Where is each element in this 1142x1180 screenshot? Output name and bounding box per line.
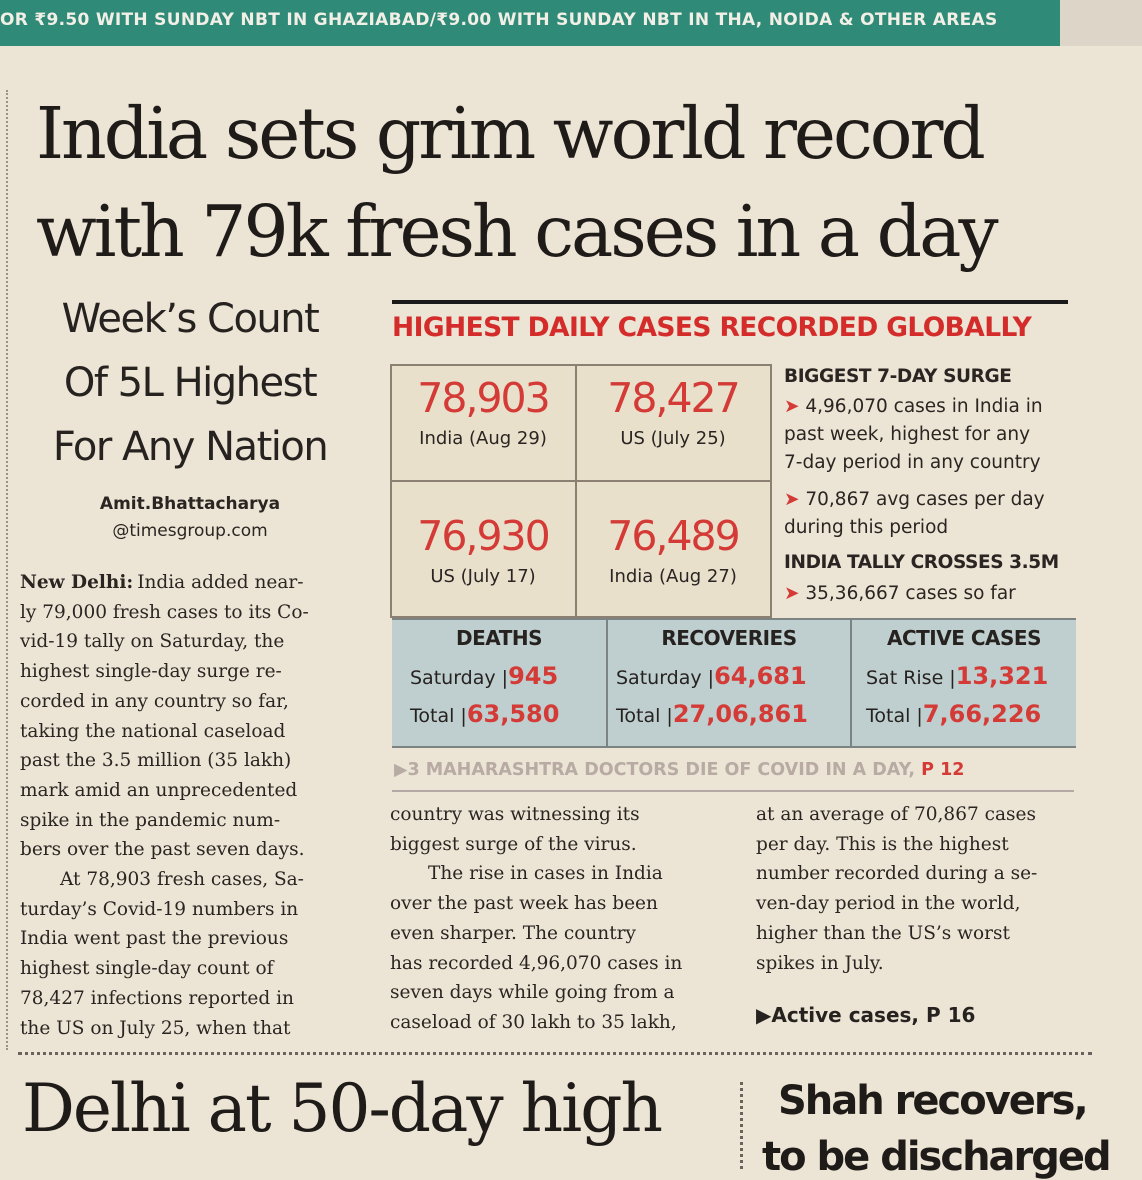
price-strip-text: OR ₹9.50 WITH SUNDAY NBT IN GHAZIABAD/₹9…: [0, 10, 998, 30]
stat-row: Total |63,580: [410, 700, 560, 728]
article-line: India added near-: [137, 572, 304, 593]
article-line: past the 3.5 million (35 lakh): [20, 750, 292, 772]
article-line: over the past week has been: [390, 893, 658, 915]
sidebar-bullet-2: ➤ 70,867 avg cases per day during this p…: [784, 489, 1045, 538]
article-line: seven days while going from a: [390, 982, 675, 1004]
record-value: 76,489: [607, 512, 740, 560]
article-line: spikes in July.: [756, 952, 884, 974]
box-bottom-rule: [392, 790, 1074, 792]
article-line: The rise in cases in India: [428, 863, 663, 885]
dotted-separator: [18, 1052, 1092, 1055]
stat-row: Sat Rise |13,321: [866, 662, 1049, 690]
arrow-icon: ➤: [784, 583, 806, 604]
dotted-column-rule: [740, 1082, 743, 1169]
next-headline-right-1: Shah recovers,: [778, 1078, 1089, 1124]
record-value: 76,930: [417, 512, 550, 560]
article-paragraph: New Delhi: India added near-ly 79,000 fre…: [20, 568, 354, 865]
article-line: biggest surge of the virus.: [390, 833, 637, 855]
byline-name: Amit.Bhattacharya: [99, 494, 281, 514]
article-line: country was witnessing its: [390, 804, 640, 825]
stats-band: [392, 618, 1076, 748]
jump-link-active-cases[interactable]: ▶Active cases, P 16: [756, 1003, 976, 1027]
sidebar-heading-tally: INDIA TALLY CROSSES 3.5M: [784, 552, 1059, 573]
headline-line-2: with 79k fresh cases in a day: [36, 190, 999, 273]
stat-heading-deaths: DEATHS: [456, 626, 542, 650]
article-line: vid-19 tally on Saturday, the: [20, 631, 285, 653]
grid-divider-h: [390, 480, 772, 482]
box-top-rule: [392, 300, 1068, 304]
article-line: turday’s Covid-19 numbers in: [20, 898, 299, 920]
record-label: India (Aug 27): [609, 566, 737, 587]
next-headline-left: Delhi at 50-day high: [22, 1070, 663, 1147]
sidebar-bullet-3: ➤ 35,36,667 cases so far: [784, 583, 1016, 604]
records-grid: [390, 364, 772, 618]
article-line: corded in any country so far,: [20, 690, 289, 712]
article-line: per day. This is the highest: [756, 833, 1009, 855]
article-line: higher than the US’s worst: [756, 922, 1010, 944]
subhead-line-1: Week’s Count: [61, 296, 320, 342]
record-value: 78,903: [417, 374, 550, 422]
sidebar-heading-surge: BIGGEST 7-DAY SURGE: [784, 366, 1012, 387]
article-line: India went past the previous: [20, 928, 289, 950]
article-column-3: at an average of 70,867 cases per day. Th…: [756, 800, 1086, 978]
stats-divider: [850, 620, 852, 746]
article-line: has recorded 4,96,070 cases in: [390, 952, 683, 974]
article-line: caseload of 30 lakh to 35 lakh,: [390, 1011, 677, 1033]
record-value: 78,427: [607, 374, 740, 422]
record-label: US (July 17): [430, 566, 536, 587]
article-line: even sharper. The country: [390, 922, 636, 944]
article-line: mark amid an unprecedented: [20, 779, 298, 801]
article-line: highest single-day count of: [20, 958, 274, 980]
article-line: number recorded during a se-: [756, 863, 1038, 885]
article-line: At 78,903 fresh cases, Sa-: [60, 869, 304, 891]
dateline: New Delhi:: [20, 572, 134, 593]
next-headline-right-2: to be discharged: [762, 1134, 1112, 1180]
article-line: at an average of 70,867 cases: [756, 804, 1036, 825]
record-label: India (Aug 29): [419, 428, 547, 449]
related-story-link[interactable]: ▶3 MAHARASHTRA DOCTORS DIE OF COVID IN A…: [394, 760, 965, 780]
chart-title: HIGHEST DAILY CASES RECORDED GLOBALLY: [392, 312, 1032, 343]
article-column-1: New Delhi: India added near-ly 79,000 fre…: [20, 568, 354, 1043]
subhead-line-3: For Any Nation: [52, 424, 329, 470]
price-strip: [0, 0, 1060, 46]
arrow-icon: ➤: [784, 489, 806, 510]
stat-row: Saturday |945: [410, 662, 559, 690]
article-line: 78,427 infections reported in: [20, 987, 294, 1009]
sidebar-bullet-1: ➤ 4,96,070 cases in India in past week, …: [784, 396, 1043, 473]
arrow-icon: ➤: [784, 396, 806, 417]
stat-row: Saturday |64,681: [616, 662, 807, 690]
article-line: ven-day period in the world,: [756, 893, 1021, 915]
article-line: bers over the past seven days.: [20, 839, 305, 861]
stat-row: Total |27,06,861: [616, 700, 808, 728]
grid-divider-v: [575, 364, 577, 618]
article-line: taking the national caseload: [20, 720, 286, 742]
stat-row: Total |7,66,226: [866, 700, 1042, 728]
article-line: ly 79,000 fresh cases to its Co-: [20, 601, 309, 623]
record-label: US (July 25): [620, 428, 726, 449]
article-paragraph: At 78,903 fresh cases, Sa-turday’s Covid…: [20, 865, 354, 1043]
article-column-2: country was witnessing its biggest surge …: [390, 800, 720, 1038]
article-line: highest single-day surge re-: [20, 661, 282, 683]
subhead-line-2: Of 5L Highest: [63, 360, 318, 406]
headline-line-1: India sets grim world record: [36, 92, 986, 175]
article-line: spike in the pandemic num-: [20, 809, 281, 831]
stat-heading-active: ACTIVE CASES: [887, 626, 1041, 650]
stat-heading-recoveries: RECOVERIES: [661, 626, 797, 650]
page-edge: [1060, 0, 1142, 46]
article-line: the US on July 25, when that: [20, 1017, 291, 1039]
stats-divider: [606, 620, 608, 746]
column-rule: [6, 90, 8, 1050]
byline-email: @timesgroup.com: [112, 521, 268, 541]
